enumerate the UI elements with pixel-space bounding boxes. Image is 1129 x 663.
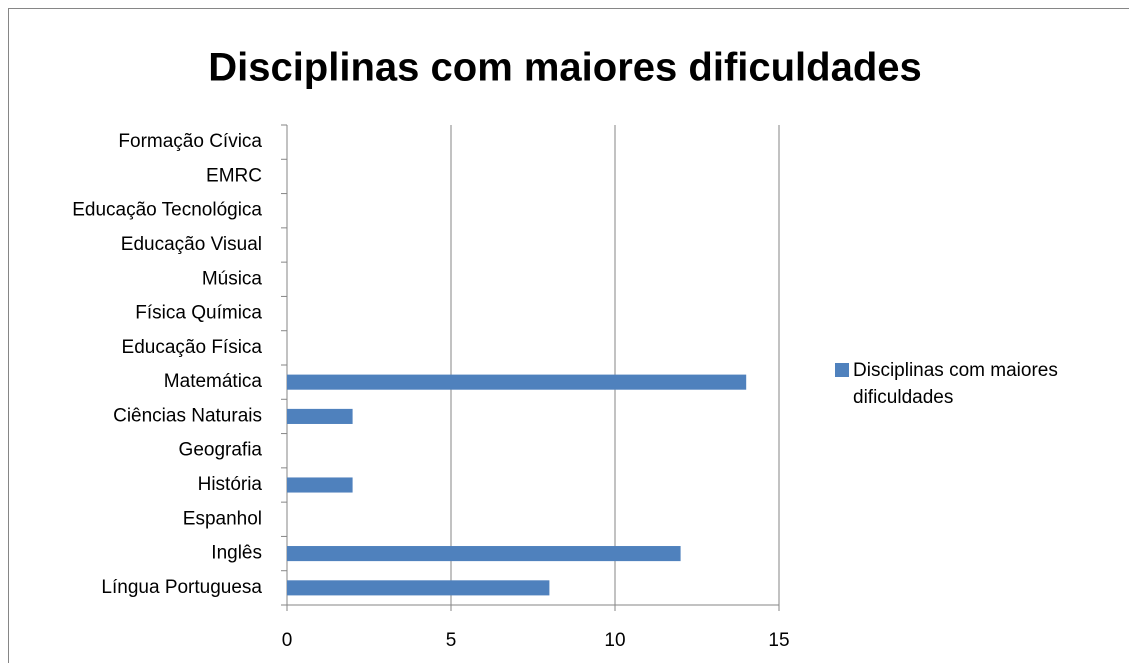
y-tick-label: Língua Portuguesa <box>101 577 262 598</box>
bar <box>287 408 353 424</box>
bar <box>287 580 550 596</box>
y-tick-label: Espanhol <box>183 508 262 529</box>
bar <box>287 477 353 493</box>
x-tick-label: 15 <box>768 630 789 651</box>
chart-border <box>8 8 1129 663</box>
y-tick-label: Educação Tecnológica <box>72 200 262 221</box>
y-tick-label: Ciências Naturais <box>113 405 262 426</box>
x-tick-label: 10 <box>604 630 625 651</box>
y-tick-label: Educação Visual <box>121 234 262 255</box>
y-tick-label: Educação Física <box>122 337 263 358</box>
chart-title: Disciplinas com maiores dificuldades <box>208 46 922 90</box>
y-tick-label: Física Química <box>135 303 262 324</box>
y-tick-label: EMRC <box>206 165 262 186</box>
y-tick-label: Formação Cívica <box>118 131 262 152</box>
legend-label: Disciplinas com maiores dificuldades <box>853 360 1058 408</box>
bar <box>287 546 681 562</box>
x-tick-label: 0 <box>282 630 293 651</box>
y-tick-label: Inglês <box>211 543 262 564</box>
x-tick-label: 5 <box>446 630 457 651</box>
legend-swatch <box>835 363 849 377</box>
y-tick-label: Geografia <box>179 440 263 461</box>
y-tick-label: Matemática <box>164 371 263 392</box>
bar <box>287 374 747 390</box>
y-tick-label: História <box>198 474 263 495</box>
y-tick-label: Música <box>202 268 263 289</box>
